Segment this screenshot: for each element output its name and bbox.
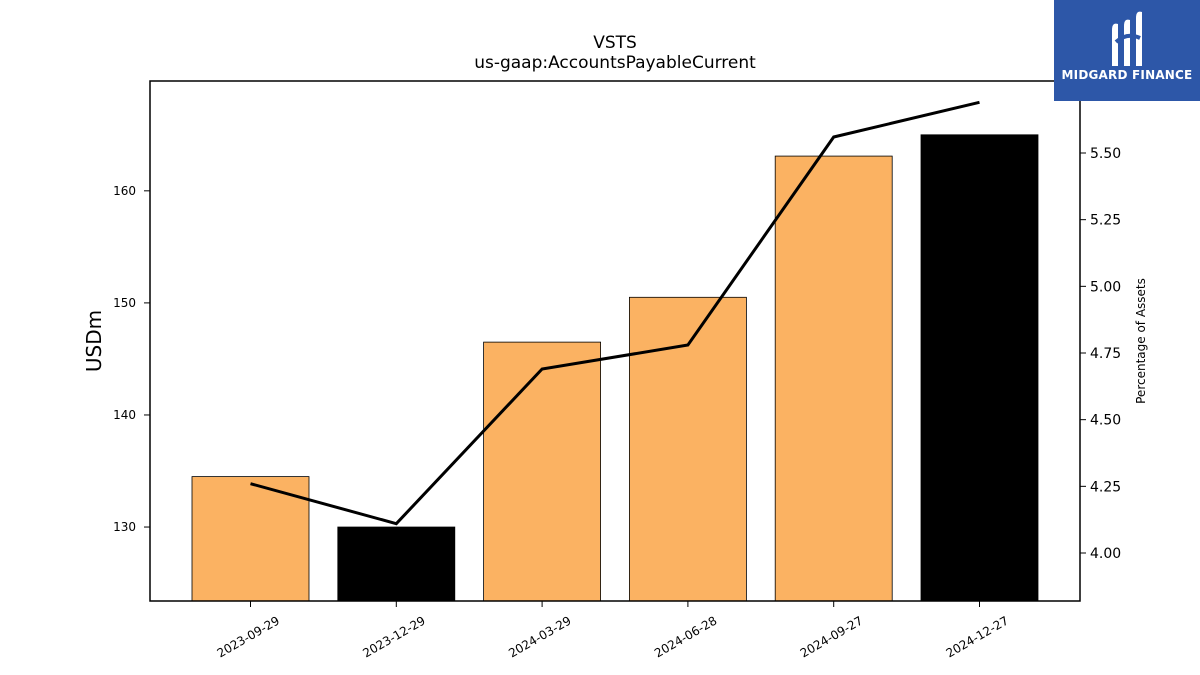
y2-tick-label: 4.50 [1090,413,1121,429]
y-tick-label: 160 [113,184,136,198]
bar-2024-12-27 [920,134,1039,602]
y-tick-label: 130 [113,520,136,534]
y2-tick-label: 4.25 [1090,479,1121,495]
x-tick-label: 2023-09-29 [215,613,282,660]
y2-axis-label: Percentage of Assets [1134,278,1148,404]
bar-2023-09-29 [191,476,310,602]
series-line-percentage-of-assets [250,100,980,526]
logo-mark-icon [1112,11,1142,66]
y2-tick-label: 5.50 [1090,146,1121,162]
plot-frame [149,80,1081,602]
x-tick-label: 2024-09-27 [798,613,865,660]
x-tick-label: 2024-06-28 [652,613,719,660]
y2-tick-label: 5.00 [1090,279,1121,295]
bar-2023-12-29 [337,526,456,602]
bar-2024-03-29 [483,341,602,602]
y-tick-label: 150 [113,296,136,310]
y2-tick-label: 4.75 [1090,346,1121,362]
x-axis: 2023-09-29 2023-12-29 2024-03-29 2024-06-28… [215,601,1011,660]
y2-tick-label: 4.00 [1090,546,1121,562]
right-axis: 4.00 4.25 4.50 4.75 5.00 5.25 5.50 [1080,146,1121,562]
logo: MIDGARD FINANCE [1054,0,1200,101]
chart-title: VSTS [593,33,637,53]
y2-tick-label: 5.25 [1090,213,1121,229]
y-axis-label: USDm [82,310,106,372]
x-tick-label: 2024-03-29 [506,613,573,660]
left-axis: 130 140 150 160 [113,184,150,534]
x-tick-label: 2024-12-27 [944,613,1011,660]
bars [191,134,1039,602]
bar-2024-09-27 [774,155,893,602]
chart-subtitle: us-gaap:AccountsPayableCurrent [474,53,756,73]
x-tick-label: 2023-12-29 [360,613,427,660]
bar-2024-06-28 [629,296,747,602]
logo-text: MIDGARD FINANCE [1061,68,1193,82]
y-tick-label: 140 [113,408,136,422]
